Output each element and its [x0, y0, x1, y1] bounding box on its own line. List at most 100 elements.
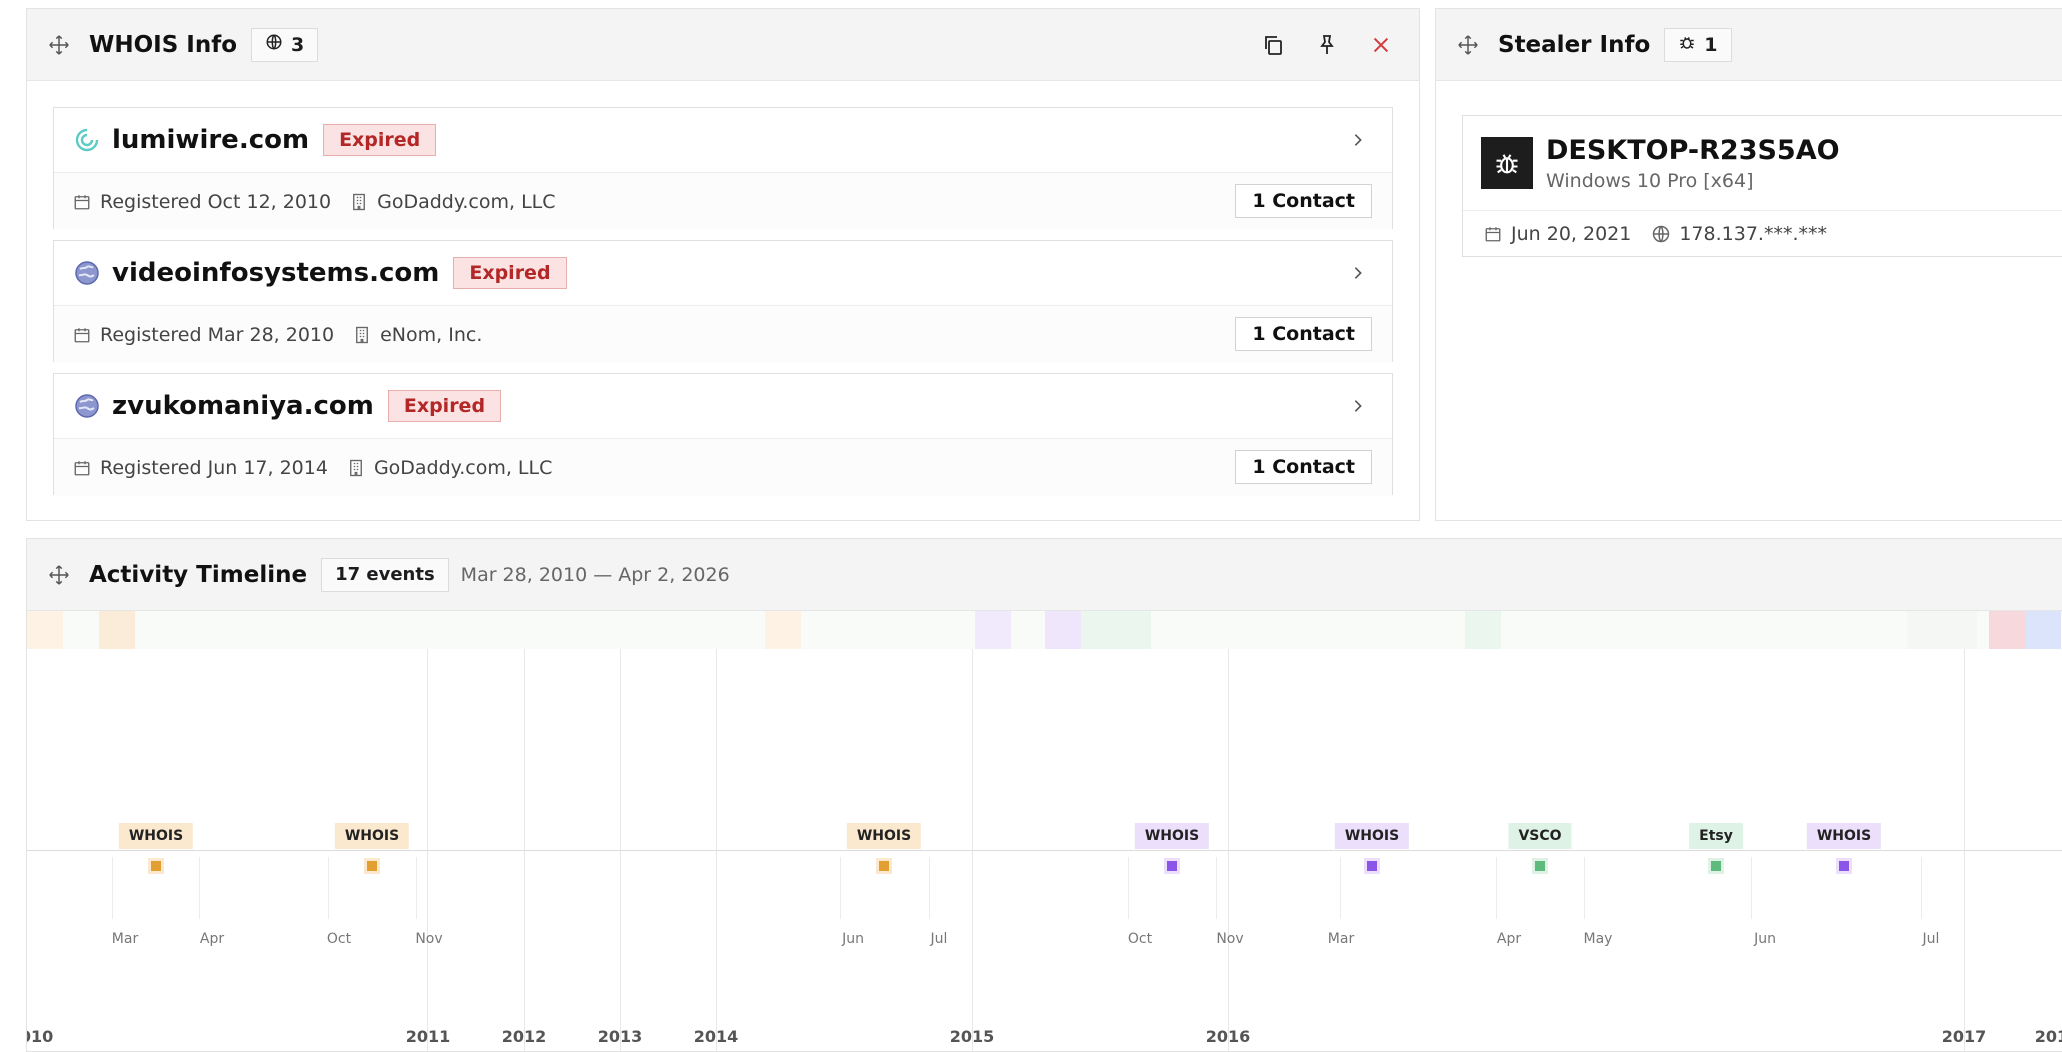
- timeline-overview-band[interactable]: [27, 611, 2062, 649]
- globe-icon: [1651, 224, 1671, 244]
- drag-handle-icon[interactable]: [47, 563, 71, 587]
- status-badge: Expired: [323, 124, 437, 156]
- month-label: Jun: [1754, 931, 1776, 947]
- band-segment: [27, 611, 63, 649]
- timeline-range: Mar 28, 2010 — Apr 2, 2026: [460, 563, 730, 586]
- contacts-button[interactable]: 1 Contact: [1235, 184, 1372, 218]
- month-label: May: [1583, 931, 1613, 947]
- event-label[interactable]: VSCO: [1508, 823, 1572, 849]
- domain-card[interactable]: lumiwire.com Expired Registered Oct 12, …: [53, 107, 1393, 230]
- month-tick: [929, 857, 930, 919]
- domain-name: zvukomaniya.com: [112, 391, 374, 421]
- copy-icon[interactable]: [1259, 31, 1287, 59]
- timeline-panel: Activity Timeline 17 events Mar 28, 2010…: [26, 538, 2062, 1052]
- band-segment: [1989, 611, 2025, 649]
- chevron-right-icon[interactable]: [1346, 261, 1370, 285]
- host-name: DESKTOP-R23S5AO: [1546, 134, 1840, 166]
- stealer-card[interactable]: DESKTOP-R23S5AO Windows 10 Pro [x64] Jun…: [1462, 115, 2062, 257]
- month-tick: [1340, 857, 1341, 919]
- event-label[interactable]: WHOIS: [1134, 823, 1210, 849]
- status-badge: Expired: [453, 257, 567, 289]
- event-marker[interactable]: [1836, 858, 1852, 874]
- domain-card[interactable]: videoinfosystems.com Expired Registered …: [53, 240, 1393, 363]
- month-label: Jul: [930, 931, 948, 947]
- stealer-panel-header: Stealer Info 1: [1436, 9, 2062, 81]
- globe-icon: [265, 33, 283, 56]
- event-marker[interactable]: [148, 858, 164, 874]
- year-label: 2016: [1205, 1027, 1251, 1046]
- event-label[interactable]: Etsy: [1689, 823, 1743, 849]
- year-label: 2017: [1941, 1027, 1987, 1046]
- calendar-icon: [72, 458, 92, 478]
- event-marker[interactable]: [1532, 858, 1548, 874]
- year-label: 2012: [501, 1027, 547, 1046]
- event-label[interactable]: WHOIS: [334, 823, 410, 849]
- band-segment: [2025, 611, 2061, 649]
- domain-name: videoinfosystems.com: [112, 258, 440, 288]
- month-label: Nov: [415, 931, 443, 947]
- event-marker[interactable]: [1164, 858, 1180, 874]
- band-segment: [975, 611, 1011, 649]
- timeline-title: Activity Timeline: [89, 561, 308, 588]
- domain-card[interactable]: zvukomaniya.com Expired Registered Jun 1…: [53, 373, 1393, 496]
- month-label: Mar: [111, 931, 139, 947]
- month-label: Oct: [1127, 931, 1153, 947]
- month-label: Jun: [842, 931, 864, 947]
- month-label: Apr: [1496, 931, 1522, 947]
- events-badge: 17 events: [321, 557, 449, 592]
- pin-icon[interactable]: [1313, 31, 1341, 59]
- registered-date: Registered Jun 17, 2014: [72, 457, 328, 479]
- month-tick: [1216, 857, 1217, 919]
- contacts-button[interactable]: 1 Contact: [1235, 450, 1372, 484]
- month-label: Mar: [1327, 931, 1355, 947]
- registered-date: Registered Oct 12, 2010: [72, 191, 331, 213]
- year-label: 2014: [693, 1027, 739, 1046]
- month-tick: [1751, 857, 1752, 919]
- chevron-right-icon[interactable]: [1346, 394, 1370, 418]
- bug-icon: [1481, 137, 1533, 189]
- month-label: Apr: [199, 931, 225, 947]
- contacts-button[interactable]: 1 Contact: [1235, 317, 1372, 351]
- year-label: 2011: [405, 1027, 451, 1046]
- stealer-panel: Stealer Info 1 DESKTOP-R23S5AO Windows 1…: [1435, 8, 2062, 521]
- month-tick: [416, 857, 417, 919]
- month-label: Nov: [1216, 931, 1244, 947]
- whois-count: 3: [291, 33, 305, 56]
- whois-panel: WHOIS Info 3 lumiwire.com Expire: [26, 8, 1420, 521]
- building-icon: [349, 192, 369, 212]
- event-label[interactable]: WHOIS: [846, 823, 922, 849]
- event-marker[interactable]: [364, 858, 380, 874]
- registered-date: Registered Mar 28, 2010: [72, 324, 334, 346]
- month-tick: [328, 857, 329, 919]
- domain-name: lumiwire.com: [112, 125, 310, 155]
- band-segment: [1045, 611, 1081, 649]
- drag-handle-icon[interactable]: [47, 33, 71, 57]
- whois-panel-header: WHOIS Info 3: [27, 9, 1419, 81]
- month-tick: [199, 857, 200, 919]
- whois-count-badge: 3: [251, 27, 319, 62]
- stealer-date: Jun 20, 2021: [1483, 223, 1631, 245]
- event-label[interactable]: WHOIS: [1806, 823, 1882, 849]
- stealer-panel-title: Stealer Info: [1498, 31, 1651, 58]
- drag-handle-icon[interactable]: [1456, 33, 1480, 57]
- band-segment: [99, 611, 135, 649]
- stealer-count: 1: [1704, 33, 1718, 56]
- calendar-icon: [72, 192, 92, 212]
- calendar-icon: [1483, 224, 1503, 244]
- event-marker[interactable]: [876, 858, 892, 874]
- timeline-panel-header: Activity Timeline 17 events Mar 28, 2010…: [27, 539, 2062, 611]
- close-icon[interactable]: [1367, 31, 1395, 59]
- calendar-icon: [72, 325, 92, 345]
- stealer-count-badge: 1: [1664, 27, 1732, 62]
- month-tick: [1496, 857, 1497, 919]
- event-label[interactable]: WHOIS: [1334, 823, 1410, 849]
- event-marker[interactable]: [1364, 858, 1380, 874]
- chevron-right-icon[interactable]: [1346, 128, 1370, 152]
- month-tick: [840, 857, 841, 919]
- event-label[interactable]: WHOIS: [118, 823, 194, 849]
- registrar: eNom, Inc.: [352, 324, 482, 346]
- year-label: 2018: [2034, 1027, 2062, 1046]
- event-marker[interactable]: [1708, 858, 1724, 874]
- timeline-axis: [27, 850, 2062, 851]
- building-icon: [352, 325, 372, 345]
